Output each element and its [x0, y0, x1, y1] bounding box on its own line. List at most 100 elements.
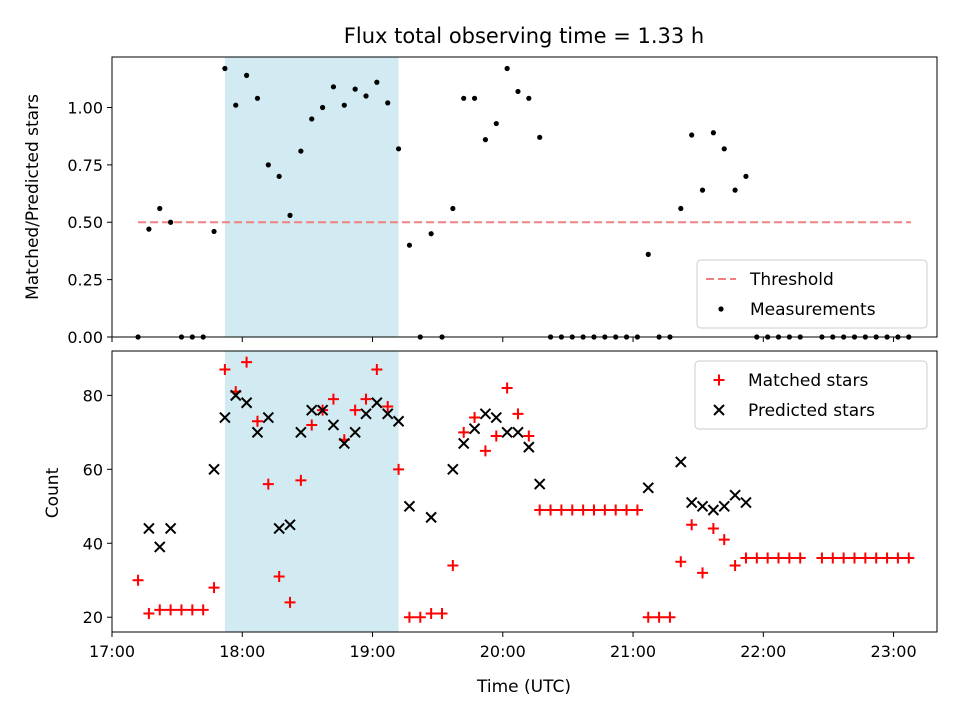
measurement-point [689, 132, 695, 138]
measurement-point [319, 104, 326, 111]
predicted-star-point [208, 463, 220, 476]
matched-star-point [751, 552, 763, 564]
legend-label: Matched stars [748, 371, 868, 391]
matched-star-point [577, 504, 589, 516]
matched-star-point [870, 552, 882, 564]
predicted-star-point [501, 426, 513, 439]
legend-label: Measurements [750, 300, 876, 320]
predicted-star-point [479, 408, 492, 420]
measurement-point [395, 146, 402, 152]
matched-star-point [306, 419, 318, 431]
y-tick-label: 40 [83, 534, 103, 553]
matched-star-point [219, 363, 231, 375]
x-tick-label: 18:00 [219, 642, 265, 661]
measurement-point [352, 86, 358, 92]
matched-star-point [729, 559, 741, 571]
legend: Matched stars Predicted stars [694, 360, 928, 430]
matched-star-point [859, 552, 871, 564]
measurement-point [710, 130, 716, 136]
matched-star-point [686, 519, 698, 531]
predicted-star-point [468, 422, 481, 435]
y-tick-label: 0.75 [67, 156, 103, 175]
predicted-star-point [490, 411, 502, 424]
measurement-point [471, 95, 478, 101]
x-tick-label: 21:00 [610, 642, 656, 661]
matched-star-point [534, 504, 546, 516]
matched-star-point [360, 393, 372, 405]
y-tick-label: 0.50 [67, 213, 103, 232]
measurement-point [537, 134, 543, 140]
legend-box [694, 360, 928, 430]
matched-star-point [382, 400, 394, 412]
matched-star-point [512, 408, 524, 420]
matched-star-point [273, 571, 285, 583]
matched-star-point [740, 552, 752, 564]
matched-star-point [762, 552, 774, 564]
measurement-point [233, 102, 239, 108]
predicted-star-point [392, 415, 405, 427]
predicted-star-point [154, 541, 166, 553]
predicted-star-point [675, 456, 687, 468]
matched-star-point [458, 426, 470, 438]
measurement-point [374, 79, 380, 85]
matched-star-point [773, 552, 785, 564]
predicted-star-point [707, 504, 720, 516]
predicted-star-point [338, 437, 351, 450]
matched-star-point [545, 504, 557, 516]
matched-star-point [425, 608, 437, 620]
predicted-star-point [447, 463, 459, 476]
matched-star-point [523, 430, 535, 442]
measurement-point [450, 205, 456, 212]
axes-frame [111, 350, 938, 633]
matched-star-point [827, 552, 839, 564]
predicted-star-point [230, 389, 242, 402]
measurement-point [265, 162, 271, 168]
chart-title: Flux total observing time = 1.33 h [344, 24, 704, 48]
matched-star-point [555, 504, 567, 516]
matched-star-point [349, 404, 361, 416]
predicted-star-point [251, 426, 264, 439]
matched-star-point [251, 415, 263, 427]
matched-star-point [642, 611, 654, 623]
predicted-star-point [273, 522, 285, 535]
matched-star-point [490, 430, 502, 442]
measurement-point [363, 93, 369, 99]
legend-swatch [713, 404, 725, 416]
predicted-star-point [458, 437, 470, 450]
matched-star-point [241, 356, 253, 368]
count-panel: 17:00 18:00 19:00 20:00 21:00 22:00 23:00 20 40 6… [83, 350, 938, 661]
matched-star-point [621, 504, 633, 516]
predicted-star-point [143, 522, 155, 535]
measurement-point [678, 205, 684, 212]
matched-star-point [653, 611, 665, 623]
matched-star-point [718, 534, 730, 546]
predicted-star-point [425, 511, 437, 524]
matched-star-point [794, 552, 806, 564]
measurement-point [461, 95, 467, 101]
matched-star-point [501, 382, 513, 394]
measurement-point [146, 226, 152, 232]
predicted-star-point [349, 426, 361, 439]
matched-star-point [610, 504, 622, 516]
measurement-point [428, 231, 434, 237]
x-tick-label: 23:00 [871, 642, 917, 661]
x-tick-label: 20:00 [480, 642, 526, 661]
measurement-point [157, 205, 163, 212]
matched-star-point [816, 552, 828, 564]
matched-star-point [165, 604, 177, 616]
matched-star-point [143, 608, 155, 620]
y-tick-label: 0.00 [67, 328, 103, 347]
y-tick-label: 1.00 [67, 98, 103, 117]
matched-star-point [881, 552, 893, 564]
axes-frame [111, 56, 938, 338]
x-tick-label: 22:00 [740, 642, 786, 661]
matched-star-point [447, 559, 459, 571]
matched-star-point [697, 567, 709, 579]
matched-star-point [566, 504, 578, 516]
matched-star-point [479, 445, 491, 457]
matched-star-point [849, 552, 860, 564]
predicted-star-point [382, 408, 394, 420]
measurement-point [385, 100, 391, 106]
x-tick-label: 19:00 [349, 642, 395, 661]
matched-star-point [675, 556, 687, 568]
